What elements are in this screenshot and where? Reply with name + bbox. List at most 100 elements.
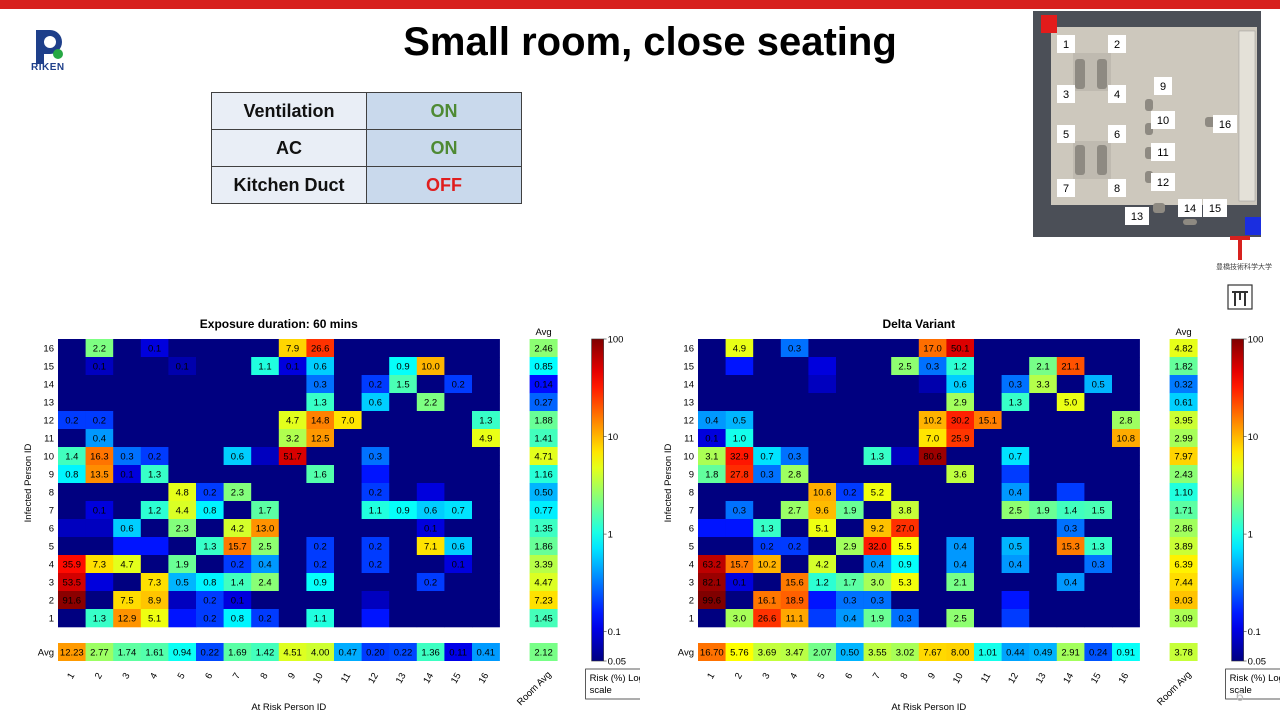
col-avg-label: 3.02: [896, 648, 915, 659]
heatmap-cell: [389, 573, 418, 592]
row-avg-cell: [1169, 519, 1198, 538]
heatmap-cell: [946, 573, 975, 592]
heatmap-cell: [251, 555, 280, 574]
heatmap-cell: [168, 483, 197, 502]
heatmap-cell-label: 0.5: [733, 416, 746, 427]
heatmap-cell: [85, 609, 114, 628]
heatmap-cell: [251, 483, 280, 502]
heatmap-cell: [58, 447, 86, 466]
heatmap-cell: [808, 393, 837, 412]
heatmap-cell: [361, 375, 390, 394]
heatmap-cell: [223, 357, 252, 376]
x-tick-label: 5: [176, 671, 188, 681]
heatmap-cell: [389, 537, 418, 556]
heatmap-cell: [836, 339, 864, 358]
heatmap-cell-label: 51.7: [283, 452, 302, 463]
col-avg-cell: [416, 643, 445, 661]
heatmap-cell: [780, 591, 809, 610]
heatmap-cell: [863, 573, 892, 592]
col-avg-cell: [113, 643, 142, 661]
heatmap-cell-label: 10.2: [923, 416, 942, 427]
heatmap-cell: [85, 501, 114, 520]
col-avg-label: 0.41: [477, 648, 496, 659]
y-tick-label: 16: [43, 344, 54, 355]
heatmap-cell: [444, 375, 473, 394]
x-tick-label: 4: [148, 671, 160, 681]
col-avg-cell: [863, 643, 892, 661]
heatmap-cell: [1029, 537, 1058, 556]
heatmap-cell-label: 3.1: [705, 452, 718, 463]
heatmap-cell: [168, 411, 197, 430]
heatmap-cell: [836, 591, 864, 610]
heatmap-cell: [140, 375, 169, 394]
x-tick-label: 1: [705, 671, 717, 681]
y-tick-label: 3: [49, 578, 54, 589]
row-avg-cell: [529, 519, 558, 538]
heatmap-cell-label: 0.3: [788, 344, 801, 355]
heatmap-cell: [251, 519, 280, 538]
heatmap-cell: [113, 501, 142, 520]
heatmap-cell: [334, 411, 362, 430]
col-avg-label: 2.07: [813, 648, 832, 659]
heatmap-cell: [223, 519, 252, 538]
heatmap-cell: [113, 483, 142, 502]
heatmap-cell: [808, 375, 837, 394]
heatmap-cell: [416, 447, 445, 466]
heatmap-cell: [168, 357, 197, 376]
row-avg-cell: [529, 339, 558, 358]
heatmap-cell: [196, 465, 224, 484]
heatmap-cell-label: 35.9: [63, 560, 82, 571]
col-avg-cell: [196, 643, 224, 661]
colorbar-label-line: scale: [590, 685, 612, 696]
heatmap-cell-label: 10.8: [1117, 434, 1136, 445]
y-axis-label: Infected Person ID: [23, 444, 34, 523]
heatmap-cell-label: 82.1: [703, 578, 722, 589]
heatmap-cell: [725, 375, 754, 394]
heatmap-cell: [1112, 537, 1140, 556]
seat-label-13: 13: [1131, 211, 1143, 223]
heatmap-cell-label: 1.3: [1092, 542, 1105, 553]
row-avg-label: 1.10: [1174, 488, 1193, 499]
row-avg-label: 0.32: [1174, 380, 1193, 391]
heatmap-cell-label: 1.9: [843, 506, 856, 517]
heatmap-cell: [1029, 447, 1058, 466]
heatmap-cell: [1084, 609, 1113, 628]
heatmap-cell: [416, 357, 445, 376]
heatmap-cell: [389, 429, 418, 448]
heatmap-cell-label: 2.1: [954, 578, 967, 589]
heatmap-cell-label: 5.5: [898, 542, 911, 553]
heatmap-cell: [361, 537, 390, 556]
x-tick-label: 2: [93, 671, 105, 681]
seat-label-8: 8: [1114, 183, 1120, 195]
row-avg-label: 3.09: [1174, 614, 1193, 625]
heatmap-cell: [223, 411, 252, 430]
heatmap-cell: [753, 573, 782, 592]
heatmap-cell: [334, 447, 362, 466]
y-tick-label: 3: [689, 578, 694, 589]
heatmap-cell-label: 80.6: [923, 452, 942, 463]
heatmap-cell: [698, 483, 726, 502]
heatmap-cell: [85, 591, 114, 610]
x-tick-label: 6: [203, 671, 215, 681]
x-tick-label: 9: [286, 671, 298, 681]
heatmap-cell-label: 0.6: [452, 542, 465, 553]
heatmap-cell: [780, 465, 809, 484]
heatmap-cell-label: 1.5: [396, 380, 409, 391]
row-avg-cell: [1169, 537, 1198, 556]
heatmap-cell-label: 3.2: [286, 434, 299, 445]
y-tick-label: 9: [689, 470, 694, 481]
heatmap-cell: [891, 447, 920, 466]
heatmap-cell: [251, 465, 280, 484]
heatmap-cell-label: 0.6: [424, 506, 437, 517]
row-avg-cell: [1169, 375, 1198, 394]
heatmap-cell: [444, 519, 473, 538]
heatmap-cell-label: 15.1: [979, 416, 998, 427]
heatmap-cell: [1056, 465, 1085, 484]
heatmap-cell: [1112, 501, 1140, 520]
heatmap-cell: [389, 339, 418, 358]
heatmap-cell: [918, 447, 947, 466]
x-tick-label: 10: [311, 671, 326, 686]
col-avg-label: 16.70: [700, 648, 724, 659]
x-tick-label: 12: [366, 671, 381, 686]
y-tick-label: 15: [683, 362, 694, 373]
